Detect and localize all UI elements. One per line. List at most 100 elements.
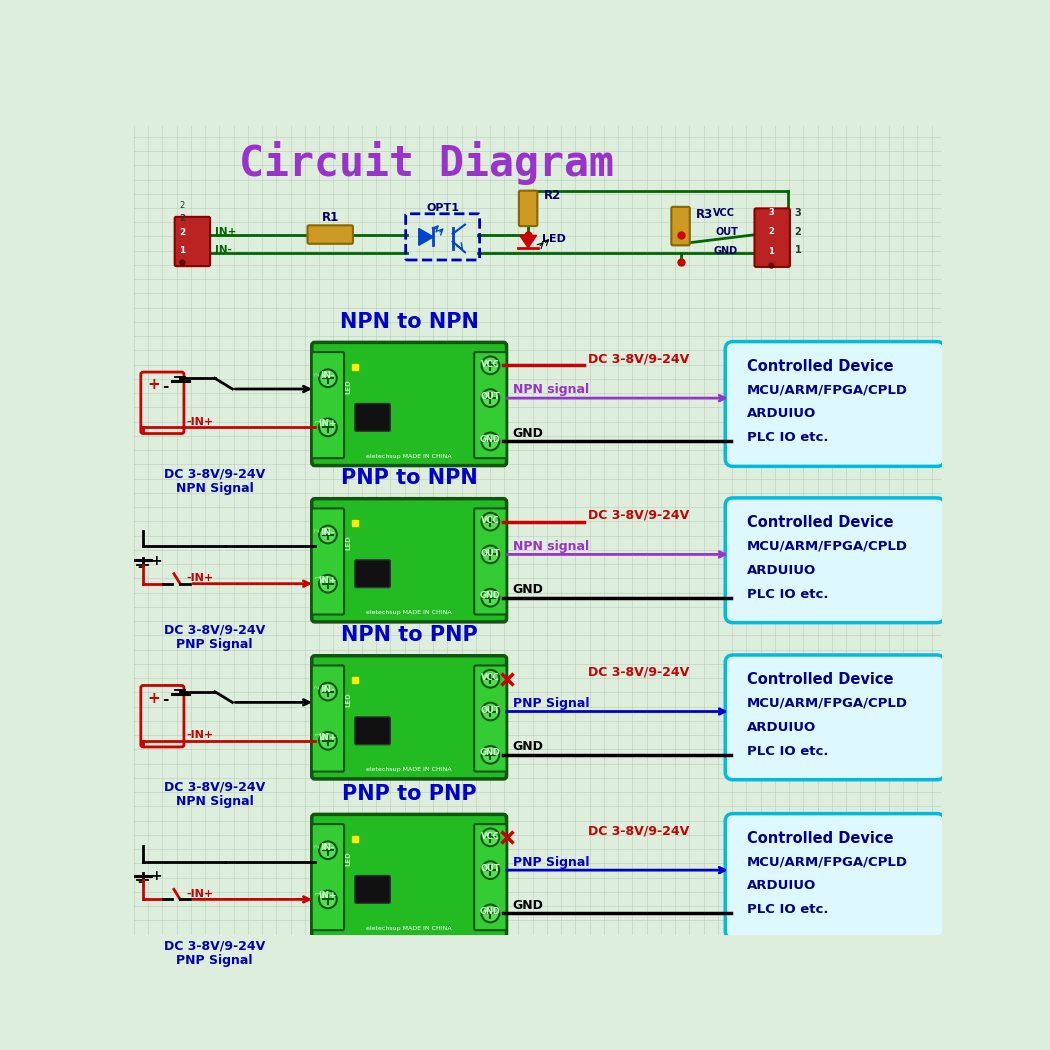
Text: eletechsup MADE IN CHINA: eletechsup MADE IN CHINA (366, 610, 452, 615)
FancyBboxPatch shape (671, 207, 690, 246)
Text: VCC: VCC (481, 360, 500, 369)
Text: LED: LED (345, 536, 352, 550)
Text: +: + (151, 553, 163, 568)
Text: GND: GND (480, 748, 501, 757)
Text: DC 3-8V/9-24V
PNP Signal: DC 3-8V/9-24V PNP Signal (164, 624, 266, 651)
Text: OPT1: OPT1 (426, 203, 459, 213)
Text: VCC: VCC (481, 673, 500, 683)
Circle shape (482, 357, 499, 374)
Text: OUT: OUT (481, 549, 500, 558)
Text: 2: 2 (180, 202, 185, 210)
Text: VCC: VCC (713, 208, 735, 218)
FancyBboxPatch shape (519, 191, 538, 226)
Text: 1: 1 (315, 574, 321, 579)
Text: PLC IO etc.: PLC IO etc. (747, 744, 828, 758)
Circle shape (319, 419, 337, 436)
FancyBboxPatch shape (312, 508, 344, 614)
FancyBboxPatch shape (355, 560, 391, 588)
Text: Controlled Device: Controlled Device (747, 831, 894, 845)
Text: MCU/ARM/FPGA/CPLD: MCU/ARM/FPGA/CPLD (747, 383, 908, 397)
Text: IN+: IN+ (318, 891, 337, 901)
FancyBboxPatch shape (475, 824, 506, 930)
Text: -: - (163, 692, 169, 708)
Text: PNP Signal: PNP Signal (512, 697, 589, 710)
FancyBboxPatch shape (475, 666, 506, 772)
Text: GND: GND (512, 899, 544, 911)
Text: OUT: OUT (716, 227, 739, 236)
FancyBboxPatch shape (755, 208, 790, 267)
Polygon shape (520, 235, 537, 248)
Text: PNP Signal: PNP Signal (512, 856, 589, 868)
FancyBboxPatch shape (355, 876, 391, 903)
FancyBboxPatch shape (312, 656, 506, 779)
Circle shape (319, 890, 337, 908)
Text: DC 3-8V/9-24V: DC 3-8V/9-24V (588, 508, 690, 522)
Text: DC 3-8V/9-24V: DC 3-8V/9-24V (588, 352, 690, 365)
Text: PLC IO etc.: PLC IO etc. (747, 588, 828, 601)
Circle shape (482, 828, 499, 846)
Text: +: + (151, 869, 163, 883)
Text: -IN+: -IN+ (186, 573, 213, 584)
Circle shape (482, 433, 499, 450)
Text: 1: 1 (180, 246, 186, 255)
Text: PLC IO etc.: PLC IO etc. (747, 903, 828, 917)
Text: GND: GND (512, 426, 544, 440)
Polygon shape (419, 229, 434, 246)
Text: 2: 2 (795, 227, 801, 236)
Text: IN-: IN- (320, 685, 335, 694)
Text: R2: R2 (544, 189, 561, 203)
FancyBboxPatch shape (726, 341, 945, 466)
Text: NPN to NPN: NPN to NPN (340, 312, 479, 332)
Text: 1: 1 (315, 732, 321, 736)
Text: +: + (148, 377, 161, 393)
Circle shape (482, 702, 499, 720)
Text: LED: LED (345, 850, 352, 866)
Text: LED: LED (345, 379, 352, 394)
Text: +: + (148, 691, 161, 706)
Text: VCC: VCC (481, 832, 500, 841)
Text: Controlled Device: Controlled Device (747, 516, 894, 530)
Circle shape (319, 370, 337, 387)
Text: MCU/ARM/FPGA/CPLD: MCU/ARM/FPGA/CPLD (747, 540, 908, 553)
Text: eletechsup MADE IN CHINA: eletechsup MADE IN CHINA (366, 926, 452, 931)
Text: MCU/ARM/FPGA/CPLD: MCU/ARM/FPGA/CPLD (747, 697, 908, 710)
Text: 3: 3 (795, 208, 801, 218)
Text: LED: LED (345, 692, 352, 708)
Text: IN-: IN- (320, 528, 335, 537)
Text: OUT: OUT (481, 393, 500, 401)
Text: -IN+: -IN+ (186, 731, 213, 740)
Text: Controlled Device: Controlled Device (747, 359, 894, 374)
Text: NPN signal: NPN signal (512, 383, 589, 397)
Text: OUT: OUT (481, 706, 500, 715)
Text: 2: 2 (315, 685, 321, 689)
Text: 1: 1 (315, 890, 321, 895)
Text: IN+: IN+ (215, 227, 236, 236)
Text: DC 3-8V/9-24V
NPN Signal: DC 3-8V/9-24V NPN Signal (164, 780, 266, 808)
Text: 1: 1 (769, 247, 774, 256)
FancyBboxPatch shape (312, 352, 344, 458)
FancyBboxPatch shape (355, 403, 391, 432)
Circle shape (319, 526, 337, 544)
Text: ARDUIUO: ARDUIUO (747, 880, 816, 892)
Text: LED: LED (542, 233, 566, 244)
Text: 1: 1 (795, 245, 801, 255)
Text: 2: 2 (180, 214, 186, 223)
FancyBboxPatch shape (312, 342, 506, 465)
Text: 2: 2 (180, 228, 186, 236)
FancyBboxPatch shape (174, 217, 210, 266)
Text: -: - (136, 560, 143, 573)
Circle shape (319, 732, 337, 750)
Text: ARDUIUO: ARDUIUO (747, 407, 816, 420)
Circle shape (319, 574, 337, 592)
Text: IN+: IN+ (318, 419, 337, 428)
Text: -: - (136, 876, 143, 889)
Circle shape (482, 390, 499, 407)
Text: OUT: OUT (481, 864, 500, 874)
Text: -IN+: -IN+ (186, 889, 213, 899)
Text: ARDUIUO: ARDUIUO (747, 564, 816, 576)
Text: IN-: IN- (320, 843, 335, 853)
Circle shape (482, 905, 499, 922)
FancyBboxPatch shape (475, 352, 506, 458)
FancyBboxPatch shape (475, 508, 506, 614)
Text: GND: GND (714, 246, 738, 256)
